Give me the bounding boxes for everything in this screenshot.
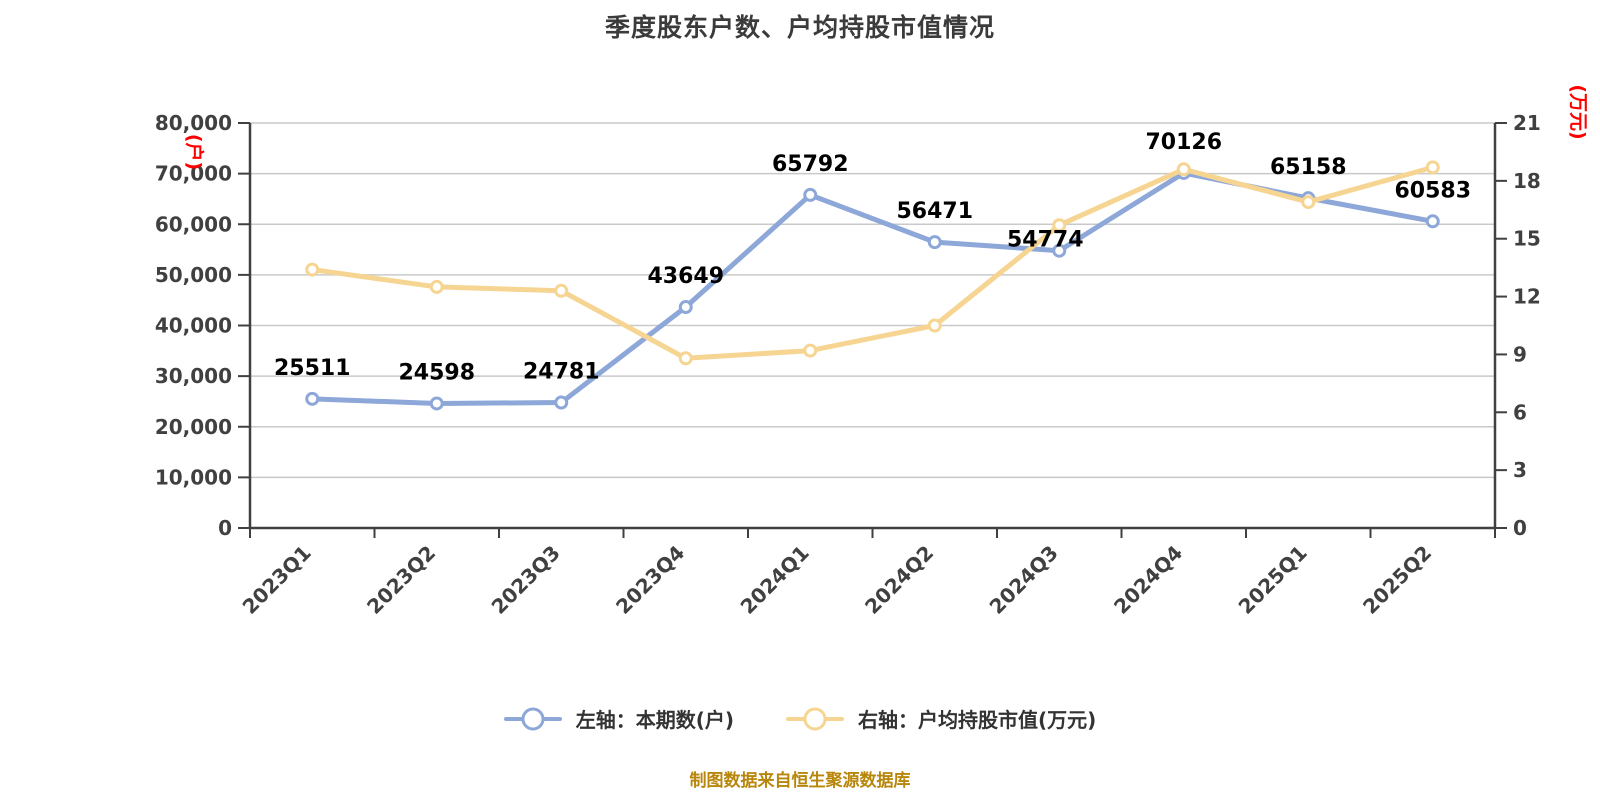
data-point-marker bbox=[305, 391, 320, 406]
data-point-marker bbox=[1301, 195, 1316, 210]
data-point-marker bbox=[1052, 243, 1067, 258]
data-label: 65158 bbox=[1270, 155, 1347, 180]
chart-title: 季度股东户数、户均持股市值情况 bbox=[604, 13, 995, 42]
legend-circle-swatch bbox=[521, 707, 545, 730]
legend: 左轴：本期数(户) 右轴：户均持股市值(万元) bbox=[0, 704, 1600, 733]
x-tick-label: 2023Q1 bbox=[238, 541, 316, 619]
data-label: 70126 bbox=[1145, 130, 1222, 155]
data-point-marker bbox=[927, 318, 942, 333]
data-point-marker bbox=[305, 262, 320, 277]
data-label: 43649 bbox=[647, 264, 724, 289]
x-tick-label: 2023Q4 bbox=[611, 541, 689, 619]
y-tick-label-left: 80,000 bbox=[155, 111, 232, 135]
data-label: 54774 bbox=[1007, 228, 1084, 253]
data-point-marker bbox=[1052, 218, 1067, 233]
y-tick-label-right: 3 bbox=[1513, 458, 1527, 482]
y-tick-label-left: 50,000 bbox=[155, 263, 232, 287]
y-tick-label-left: 70,000 bbox=[155, 162, 232, 186]
legend-circle-swatch bbox=[803, 707, 827, 730]
y-tick-label-right: 6 bbox=[1513, 400, 1527, 424]
data-label: 60583 bbox=[1394, 178, 1471, 203]
x-tick-label: 2023Q2 bbox=[362, 541, 440, 619]
y-tick-label-right: 9 bbox=[1513, 342, 1527, 366]
y-tick-label-right: 21 bbox=[1513, 111, 1541, 135]
y-tick-label-right: 18 bbox=[1513, 169, 1541, 193]
series-line-right bbox=[309, 164, 1436, 361]
data-point-marker bbox=[803, 343, 818, 358]
data-point-marker bbox=[1176, 162, 1191, 177]
data-label: 24598 bbox=[398, 360, 475, 385]
legend-item-right-axis-series: 右轴：户均持股市值(万元) bbox=[786, 704, 1096, 733]
data-point-marker bbox=[1425, 160, 1440, 175]
y-tick-label-left: 30,000 bbox=[155, 364, 232, 388]
left-axis-unit-label: (户) bbox=[183, 134, 206, 170]
data-point-marker bbox=[927, 235, 942, 250]
data-point-marker bbox=[678, 300, 693, 315]
y-tick-label-left: 0 bbox=[218, 516, 232, 540]
x-tick-label: 2025Q2 bbox=[1358, 541, 1436, 619]
y-tick-label-left: 60,000 bbox=[155, 212, 232, 236]
legend-label-left-series: 左轴：本期数(户) bbox=[575, 708, 734, 732]
y-tick-label-right: 0 bbox=[1513, 516, 1527, 540]
data-point-marker bbox=[429, 279, 444, 294]
data-label: 56471 bbox=[896, 199, 973, 224]
source-caption: 制图数据来自恒生聚源数据库 bbox=[689, 771, 911, 791]
data-point-marker bbox=[803, 187, 818, 202]
x-tick-label: 2024Q3 bbox=[985, 541, 1063, 619]
y-tick-label-right: 15 bbox=[1513, 227, 1541, 251]
data-label: 65792 bbox=[772, 152, 849, 177]
data-label: 25511 bbox=[274, 356, 351, 381]
data-point-marker bbox=[1425, 214, 1440, 229]
data-point-marker bbox=[429, 396, 444, 411]
legend-label-right-series: 右轴：户均持股市值(万元) bbox=[858, 708, 1097, 732]
x-tick-label: 2025Q1 bbox=[1234, 541, 1312, 619]
x-tick-label: 2023Q3 bbox=[487, 541, 565, 619]
y-tick-label-left: 10,000 bbox=[155, 465, 232, 489]
x-tick-label: 2024Q4 bbox=[1109, 541, 1187, 619]
legend-item-left-axis-series: 左轴：本期数(户) bbox=[503, 704, 734, 733]
data-label: 24781 bbox=[523, 360, 600, 385]
data-point-marker bbox=[678, 351, 693, 366]
line-circle-marker-icon bbox=[786, 706, 844, 732]
y-tick-label-left: 20,000 bbox=[155, 415, 232, 439]
right-axis-unit-label: (万元) bbox=[1567, 84, 1589, 139]
data-point-marker bbox=[554, 395, 569, 410]
line-circle-marker-icon bbox=[503, 706, 562, 732]
y-tick-label-right: 12 bbox=[1513, 285, 1541, 309]
x-tick-label: 2024Q1 bbox=[736, 541, 814, 619]
y-tick-label-left: 40,000 bbox=[155, 314, 232, 338]
x-tick-label: 2024Q2 bbox=[860, 541, 938, 619]
data-point-marker bbox=[554, 283, 569, 298]
